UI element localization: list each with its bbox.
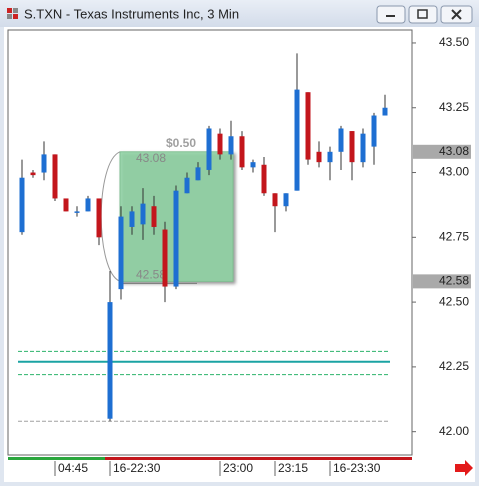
candle-body	[107, 302, 113, 419]
candle-body	[272, 193, 278, 207]
y-tick-label: 43.00	[439, 165, 469, 179]
window-title: S.TXN - Texas Instruments Inc, 3 Min	[24, 6, 239, 21]
scroll-green	[8, 457, 105, 460]
candle-body	[63, 198, 69, 212]
scroll-arrow[interactable]	[455, 460, 473, 476]
candle-body	[316, 151, 322, 163]
candle-body	[85, 198, 91, 212]
candle-body	[360, 133, 366, 163]
y-tick-label: 42.25	[439, 359, 469, 373]
x-tick-label: 23:00	[223, 461, 253, 475]
range-high-label: 43.08	[136, 151, 166, 165]
x-tick-label: 23:15	[278, 461, 308, 475]
app-icon	[7, 8, 18, 19]
candle-body	[371, 115, 377, 147]
candle-body	[261, 164, 267, 194]
candle-body	[228, 136, 234, 155]
candle-body	[118, 216, 124, 290]
candle-body	[250, 162, 256, 168]
minimize-button[interactable]	[376, 5, 406, 24]
candle-body	[305, 92, 311, 160]
candle-body	[239, 136, 245, 168]
candle-body	[151, 206, 157, 227]
price-marker	[413, 274, 471, 289]
x-tick-label: 16-23:30	[333, 461, 381, 475]
scroll-red	[105, 457, 412, 460]
candle-body	[173, 190, 179, 287]
candle-body	[30, 172, 36, 176]
y-tick-label: 43.50	[439, 35, 469, 49]
x-tick-label: 16-22:30	[113, 461, 161, 475]
maximize-button[interactable]	[408, 5, 438, 24]
candle-body	[382, 107, 388, 116]
candle-body	[338, 128, 344, 152]
candle-body	[162, 229, 168, 287]
candle-body	[184, 177, 190, 194]
candle-body	[96, 198, 102, 238]
candle-body	[349, 131, 355, 163]
range-label: $0.50	[166, 136, 196, 150]
candle-body	[195, 167, 201, 181]
y-tick-label: 43.25	[439, 100, 469, 114]
price-marker-label: 42.58	[439, 274, 469, 288]
price-marker	[413, 144, 471, 159]
candle-body	[52, 154, 58, 199]
candle-body	[327, 151, 333, 163]
candle-body	[206, 128, 212, 170]
range-low-label: 42.58	[136, 268, 166, 282]
candle-body	[140, 203, 146, 225]
x-tick-label: 04:45	[58, 461, 88, 475]
candle-body	[283, 193, 289, 207]
close-button[interactable]	[440, 5, 473, 24]
candle-body	[19, 177, 25, 233]
candle-body	[217, 133, 223, 155]
candle-body	[294, 89, 300, 191]
y-tick-label: 42.00	[439, 424, 469, 438]
candle-body	[129, 211, 135, 227]
y-tick-label: 42.50	[439, 294, 469, 308]
y-tick-label: 42.75	[439, 229, 469, 243]
price-marker-label: 43.08	[439, 144, 469, 158]
candle-body	[41, 154, 47, 173]
candle-body	[74, 211, 80, 213]
